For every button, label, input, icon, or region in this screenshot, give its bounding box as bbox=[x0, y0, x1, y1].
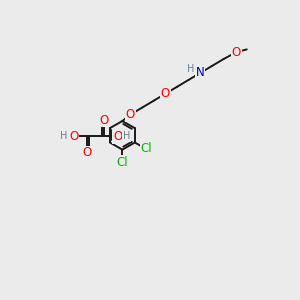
Text: N: N bbox=[196, 67, 205, 80]
Text: O: O bbox=[232, 46, 241, 59]
Text: O: O bbox=[113, 130, 122, 143]
Text: O: O bbox=[69, 130, 78, 143]
Text: O: O bbox=[161, 87, 170, 100]
Text: H: H bbox=[60, 131, 68, 142]
Text: Cl: Cl bbox=[116, 156, 128, 169]
Text: H: H bbox=[187, 64, 194, 74]
Text: Cl: Cl bbox=[140, 142, 152, 155]
Text: O: O bbox=[83, 146, 92, 159]
Text: O: O bbox=[126, 108, 135, 121]
Text: H: H bbox=[123, 131, 130, 142]
Text: O: O bbox=[99, 114, 108, 127]
